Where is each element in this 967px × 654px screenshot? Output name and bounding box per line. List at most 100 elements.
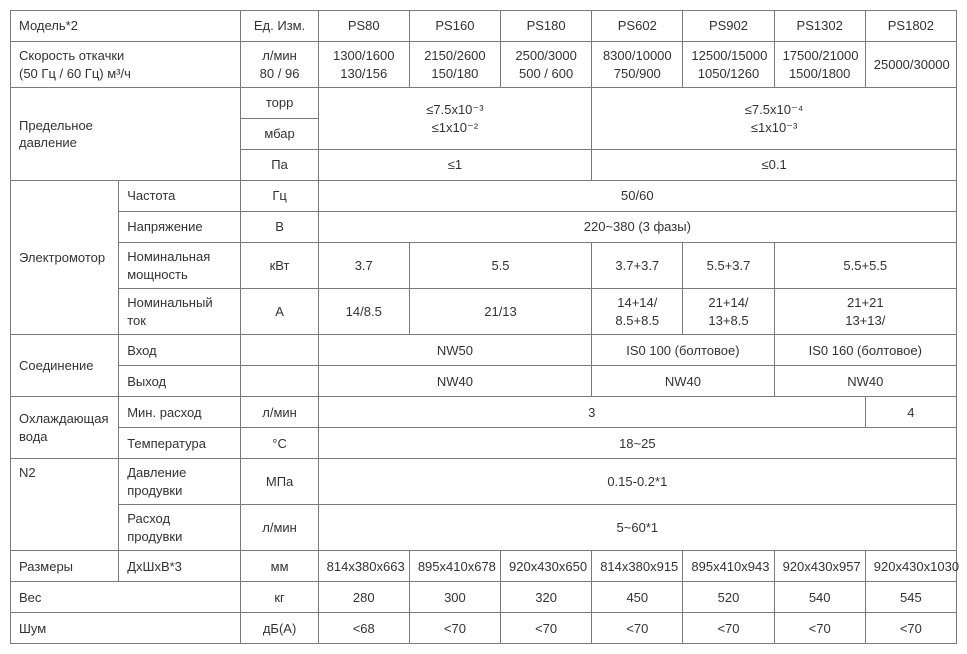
wt-label: Вес <box>11 582 241 613</box>
row-cooling-flow: Охлаждающаявода Мин. расход л/мин 3 4 <box>11 397 957 428</box>
conn-in-a: NW50 <box>318 335 592 366</box>
col-ps602: PS602 <box>592 11 683 42</box>
n2-flow-v: 5~60*1 <box>318 505 956 551</box>
pump-v0: 1300/1600130/156 <box>318 42 409 88</box>
row-connection-in: Соединение Вход NW50 IS0 100 (болтовое) … <box>11 335 957 366</box>
col-ps1802: PS1802 <box>865 11 956 42</box>
noise-v6: <70 <box>865 613 956 644</box>
unit-pa: Па <box>241 150 318 181</box>
limp-torr-mbar-a: ≤7.5x10⁻³≤1x10⁻² <box>318 88 592 150</box>
pump-v6: 25000/30000 <box>865 42 956 88</box>
row-limit-pressure-torr: Предельноедавление торр ≤7.5x10⁻³≤1x10⁻²… <box>11 88 957 119</box>
row-motor-current: Номинальныйток А 14/8.5 21/13 14+14/8.5+… <box>11 289 957 335</box>
cool-label: Охлаждающаявода <box>11 397 119 459</box>
n2-label: N2 <box>11 459 119 551</box>
header-unit: Ед. Изм. <box>241 11 318 42</box>
conn-out-a: NW40 <box>318 366 592 397</box>
n2-flow-unit: л/мин <box>241 505 318 551</box>
wt-v3: 450 <box>592 582 683 613</box>
n2-flow-label: Расходпродувки <box>119 505 241 551</box>
motor-cur-v3: 14+14/8.5+8.5 <box>592 289 683 335</box>
limp-pa-a: ≤1 <box>318 150 592 181</box>
noise-v2: <70 <box>501 613 592 644</box>
noise-v0: <68 <box>318 613 409 644</box>
col-ps160: PS160 <box>409 11 500 42</box>
pump-label-l1: Скорость откачки <box>19 48 124 63</box>
row-weight: Вес кг 280 300 320 450 520 540 545 <box>11 582 957 613</box>
noise-v3: <70 <box>592 613 683 644</box>
cool-temp-unit: °С <box>241 428 318 459</box>
motor-cur-v12: 21/13 <box>409 289 591 335</box>
wt-v0: 280 <box>318 582 409 613</box>
dim-v3: 814x380x915 <box>592 551 683 582</box>
motor-label: Электромотор <box>11 181 119 335</box>
wt-unit: кг <box>241 582 318 613</box>
row-pumping-speed: Скорость откачки (50 Гц / 60 Гц) м³/ч л/… <box>11 42 957 88</box>
header-row: Модель*2 Ед. Изм. PS80 PS160 PS180 PS602… <box>11 11 957 42</box>
pump-v3: 8300/10000750/900 <box>592 42 683 88</box>
pump-v4: 12500/150001050/1260 <box>683 42 774 88</box>
motor-volt-val: 220~380 (3 фазы) <box>318 212 956 243</box>
dim-v5: 920x430x957 <box>774 551 865 582</box>
conn-label: Соединение <box>11 335 119 397</box>
conn-in-label: Вход <box>119 335 241 366</box>
dim-v0: 814x380x663 <box>318 551 409 582</box>
motor-cur-label: Номинальныйток <box>119 289 241 335</box>
unit-torr: торр <box>241 88 318 119</box>
dim-v6: 920x430x1030 <box>865 551 956 582</box>
cool-temp-v: 18~25 <box>318 428 956 459</box>
col-ps80: PS80 <box>318 11 409 42</box>
pump-v5: 17500/210001500/1800 <box>774 42 865 88</box>
noise-v4: <70 <box>683 613 774 644</box>
row-connection-out: Выход NW40 NW40 NW40 <box>11 366 957 397</box>
dim-unit: мм <box>241 551 318 582</box>
motor-freq-unit: Гц <box>241 181 318 212</box>
conn-in-blank <box>241 335 318 366</box>
motor-pow-v56: 5.5+5.5 <box>774 243 956 289</box>
dim-v4: 895x410x943 <box>683 551 774 582</box>
header-model: Модель*2 <box>11 11 241 42</box>
limit-pressure-label: Предельноедавление <box>11 88 241 181</box>
cool-flow-a: 3 <box>318 397 865 428</box>
unit-mbar: мбар <box>241 119 318 150</box>
motor-cur-v4: 21+14/13+8.5 <box>683 289 774 335</box>
motor-pow-v4: 5.5+3.7 <box>683 243 774 289</box>
motor-pow-label: Номинальнаямощность <box>119 243 241 289</box>
conn-out-b: NW40 <box>592 366 774 397</box>
cool-flow-unit: л/мин <box>241 397 318 428</box>
row-n2-pressure: N2 Давлениепродувки МПа 0.15-0.2*1 <box>11 459 957 505</box>
pump-v1: 2150/2600150/180 <box>409 42 500 88</box>
col-ps902: PS902 <box>683 11 774 42</box>
motor-pow-v3: 3.7+3.7 <box>592 243 683 289</box>
pump-label-l2: (50 Гц / 60 Гц) м³/ч <box>19 66 131 81</box>
pump-v2: 2500/3000500 / 600 <box>501 42 592 88</box>
limp-pa-b: ≤0.1 <box>592 150 957 181</box>
motor-cur-v56: 21+2113+13/ <box>774 289 956 335</box>
col-ps1302: PS1302 <box>774 11 865 42</box>
row-noise: Шум дБ(А) <68 <70 <70 <70 <70 <70 <70 <box>11 613 957 644</box>
row-n2-flow: Расходпродувки л/мин 5~60*1 <box>11 505 957 551</box>
motor-volt-unit: В <box>241 212 318 243</box>
row-cooling-temp: Температура °С 18~25 <box>11 428 957 459</box>
limp-torr-mbar-b: ≤7.5x10⁻⁴≤1x10⁻³ <box>592 88 957 150</box>
pump-unit-l1: л/мин <box>262 48 297 63</box>
noise-label: Шум <box>11 613 241 644</box>
dim-v1: 895x410x678 <box>409 551 500 582</box>
conn-in-c: IS0 160 (болтовое) <box>774 335 956 366</box>
spec-table: Модель*2 Ед. Изм. PS80 PS160 PS180 PS602… <box>10 10 957 644</box>
conn-in-b: IS0 100 (болтовое) <box>592 335 774 366</box>
conn-out-label: Выход <box>119 366 241 397</box>
row-motor-power: Номинальнаямощность кВт 3.7 5.5 3.7+3.7 … <box>11 243 957 289</box>
motor-volt-label: Напряжение <box>119 212 241 243</box>
wt-v1: 300 <box>409 582 500 613</box>
noise-v1: <70 <box>409 613 500 644</box>
pump-unit: л/мин 80 / 96 <box>241 42 318 88</box>
wt-v6: 545 <box>865 582 956 613</box>
pump-label: Скорость откачки (50 Гц / 60 Гц) м³/ч <box>11 42 241 88</box>
noise-unit: дБ(А) <box>241 613 318 644</box>
dim-v2: 920x430x650 <box>501 551 592 582</box>
wt-v4: 520 <box>683 582 774 613</box>
n2-pres-unit: МПа <box>241 459 318 505</box>
row-dimensions: Размеры ДхШхВ*3 мм 814x380x663 895x410x6… <box>11 551 957 582</box>
cool-temp-label: Температура <box>119 428 241 459</box>
